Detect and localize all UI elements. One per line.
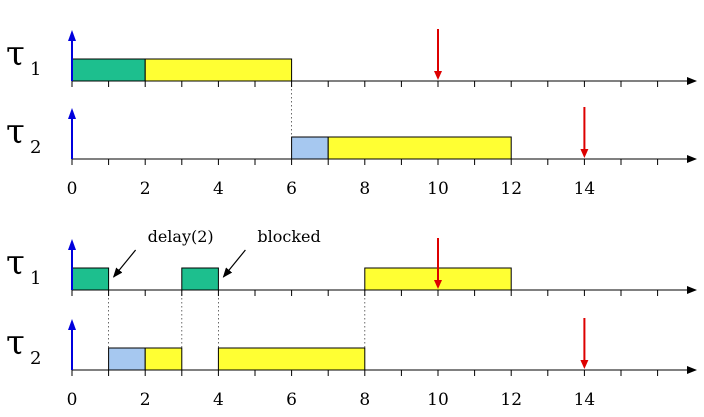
tick-label: 6 — [286, 390, 297, 410]
task-subscript: 2 — [30, 348, 41, 369]
tick-label: 10 — [427, 390, 449, 410]
execution-bar-yellow — [144, 347, 183, 371]
deadline-arrow-head — [580, 149, 589, 158]
task-symbol: τ — [6, 243, 25, 283]
task-symbol: τ — [6, 323, 25, 363]
tick-label: 12 — [500, 179, 522, 199]
tick-label: 14 — [574, 179, 596, 199]
deadline-arrow-head — [580, 360, 589, 369]
execution-bar-green — [181, 267, 219, 291]
guides-layer — [108, 81, 366, 348]
task-subscript: 1 — [30, 59, 41, 80]
task-subscript: 1 — [30, 268, 41, 289]
execution-bar-yellow — [217, 347, 366, 371]
task-subscript: 2 — [30, 137, 41, 158]
tick-label: 2 — [140, 390, 151, 410]
task-symbol: τ — [6, 112, 25, 152]
execution-bar-yellow — [327, 136, 512, 160]
tick-label: 12 — [500, 390, 522, 410]
arrival-arrow-head — [68, 239, 76, 250]
tick-label: 4 — [213, 179, 224, 199]
arrival-arrow-head — [68, 30, 76, 41]
arrival-arrow-head — [68, 319, 76, 330]
task-symbol: τ — [6, 34, 25, 74]
deadline-arrow-head — [434, 71, 442, 80]
execution-bar-blue — [108, 347, 146, 371]
annotation-label: blocked — [257, 227, 320, 246]
deadline-arrow-head — [434, 280, 442, 289]
axes-layer — [68, 29, 697, 376]
execution-bar-blue — [291, 136, 329, 160]
tick-label: 8 — [359, 179, 370, 199]
tick-label: 0 — [67, 390, 78, 410]
annotation-arrow — [222, 249, 246, 278]
annotation-arrow — [112, 249, 137, 278]
execution-bar-green — [71, 58, 146, 82]
arrival-arrow-head — [68, 108, 76, 119]
bars-layer — [71, 58, 512, 371]
execution-bar-green — [71, 267, 110, 291]
tick-label: 0 — [67, 179, 78, 199]
tick-label: 2 — [140, 179, 151, 199]
annotation-label: delay(2) — [148, 227, 214, 246]
tick-label: 8 — [359, 390, 370, 410]
tick-label: 10 — [427, 179, 449, 199]
tick-label: 14 — [574, 390, 596, 410]
execution-bar-yellow — [144, 58, 293, 82]
tick-label: 6 — [286, 179, 297, 199]
tick-label: 4 — [213, 390, 224, 410]
